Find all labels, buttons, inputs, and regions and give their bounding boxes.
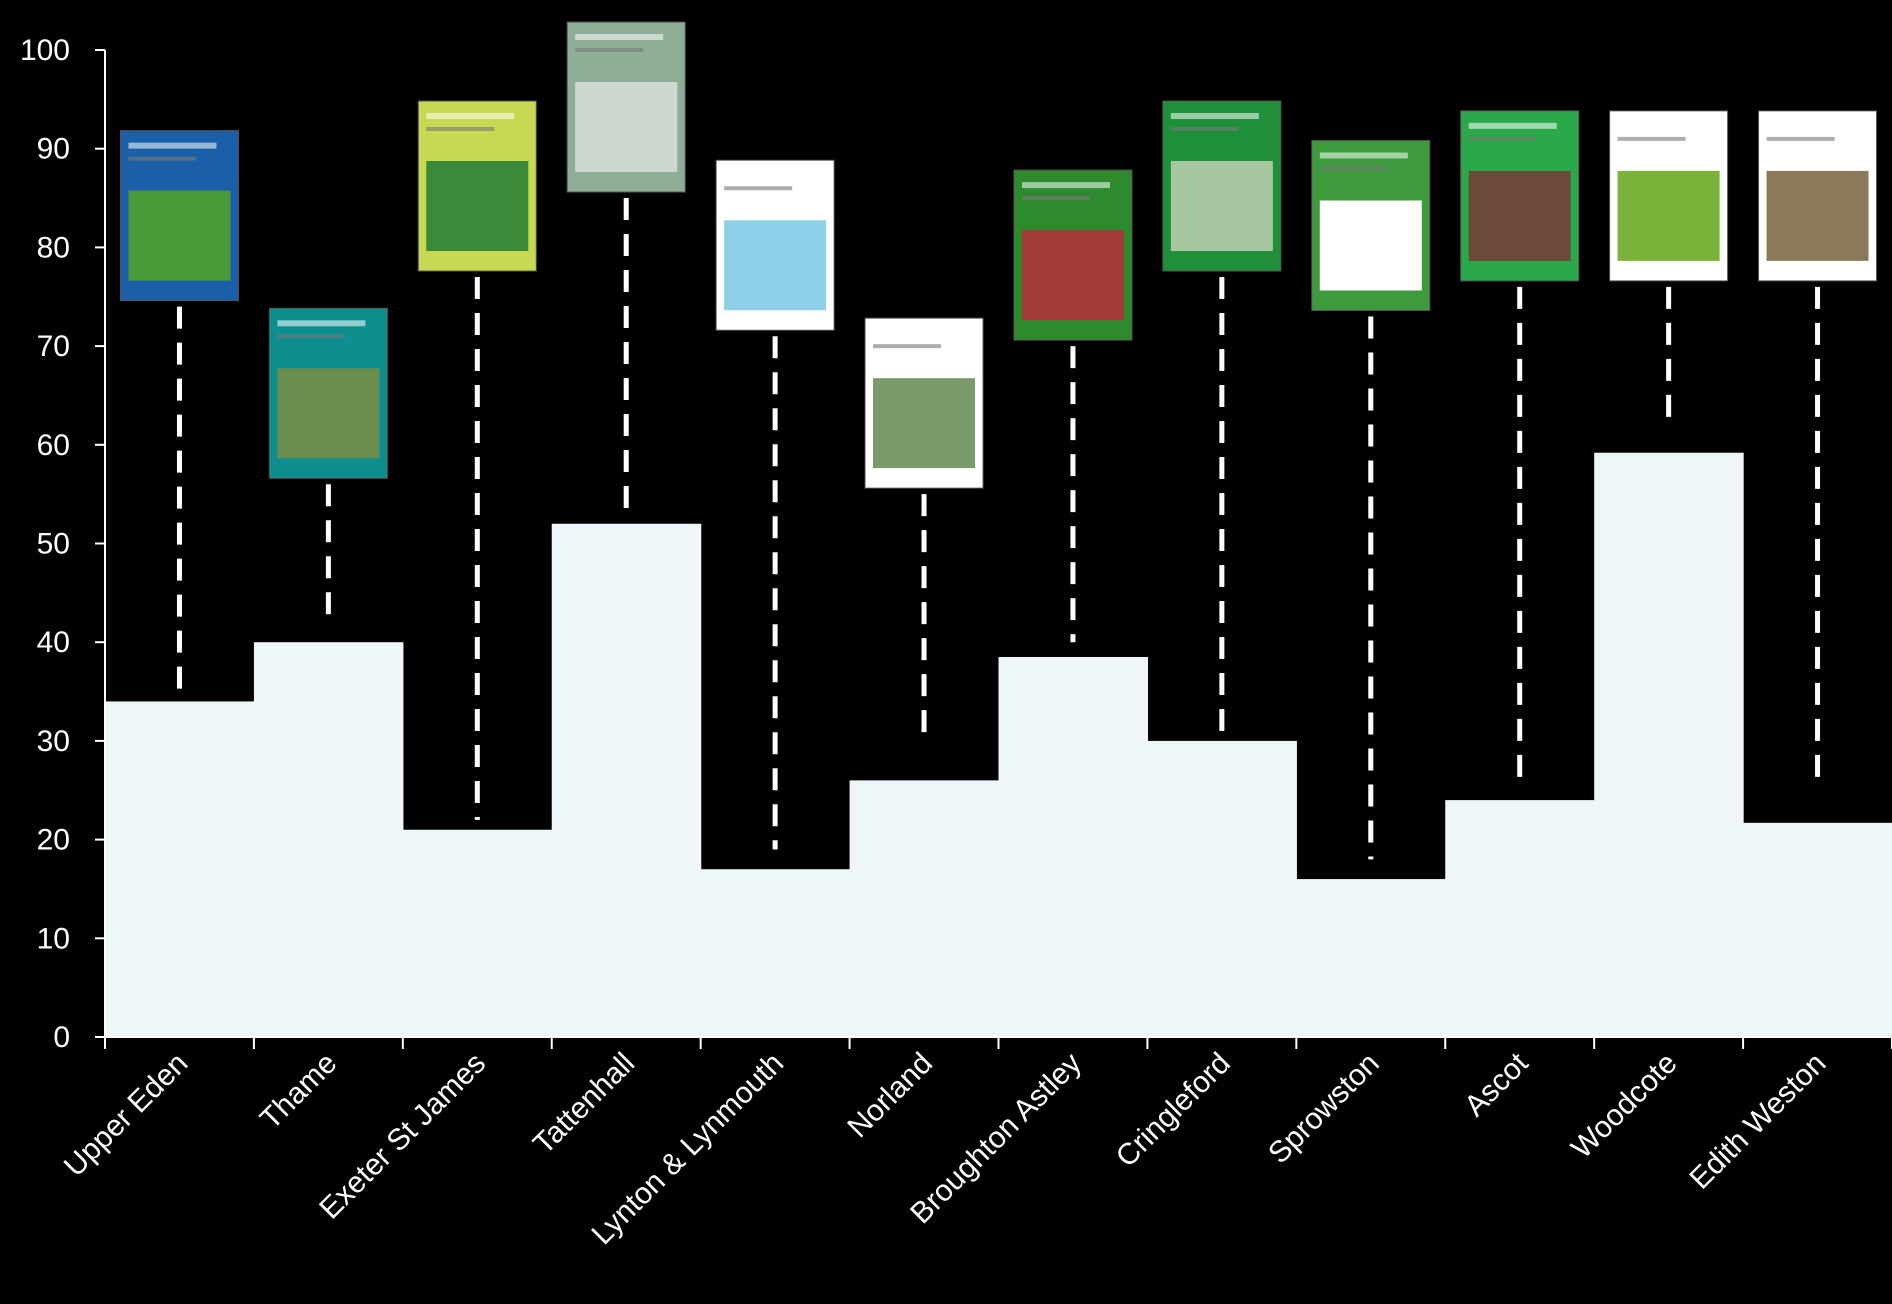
plan-cover [566, 21, 686, 193]
plan-cover-photo [128, 190, 231, 281]
plan-cover-photo [1170, 161, 1273, 252]
y-tick-label: 70 [37, 330, 70, 363]
y-tick-label: 0 [53, 1021, 70, 1054]
plan-cover [715, 159, 835, 331]
plan-cover [1311, 139, 1431, 311]
plan-cover-title-bar [128, 142, 217, 149]
plan-cover [1013, 169, 1133, 341]
plan-cover-photo [1468, 170, 1571, 261]
plan-cover [1460, 110, 1580, 282]
plan-cover-subtitle-bar [1617, 136, 1686, 141]
y-tick-label: 20 [37, 824, 70, 857]
plan-cover-title-bar [575, 34, 664, 41]
area-step [849, 780, 1000, 1037]
area-step [1296, 879, 1446, 1037]
plan-cover-subtitle-bar [1021, 196, 1090, 201]
pointer-lines [176, 198, 1821, 860]
plan-cover-title-bar [426, 113, 515, 120]
plan-cover-photo [1319, 200, 1422, 291]
area-step [1445, 800, 1595, 1037]
y-tick-label: 80 [37, 231, 70, 264]
plan-cover-subtitle-bar [873, 344, 942, 349]
plan-cover [1758, 110, 1878, 282]
plan-cover-title-bar [1170, 113, 1259, 120]
plan-cover-photo [426, 161, 529, 252]
plan-cover-subtitle-bar [426, 127, 495, 132]
area-step [998, 657, 1149, 1037]
area-step [551, 523, 702, 1037]
plot-area [105, 452, 1892, 1037]
area-step [700, 869, 851, 1037]
plan-covers [119, 21, 1878, 489]
plan-cover-title-bar [1021, 182, 1110, 189]
y-tick-label: 100 [20, 34, 70, 67]
area-step [402, 829, 553, 1037]
area-step [1743, 822, 1892, 1037]
plan-cover-title-bar [1766, 122, 1855, 129]
plan-cover-title-bar [724, 172, 813, 179]
plan-cover-photo [277, 368, 380, 459]
plan-cover-title-bar [277, 320, 366, 327]
plan-cover-subtitle-bar [1170, 127, 1239, 132]
y-tick-label: 90 [37, 133, 70, 166]
y-tick-label: 10 [37, 922, 70, 955]
plan-cover-subtitle-bar [1468, 136, 1537, 141]
plan-cover-title-bar [1319, 152, 1408, 159]
area-step [1147, 740, 1297, 1037]
plan-cover-title-bar [1617, 122, 1706, 129]
plan-cover [864, 317, 984, 489]
plan-cover [268, 307, 388, 479]
plan-cover-title-bar [1468, 122, 1557, 129]
plan-cover-subtitle-bar [575, 48, 644, 53]
area-step [1594, 452, 1744, 1037]
plan-cover-photo [1021, 230, 1124, 321]
area-step [253, 642, 404, 1037]
y-tick-label: 30 [37, 725, 70, 758]
plan-cover-subtitle-bar [1319, 166, 1388, 171]
plan-cover-photo [1617, 170, 1720, 261]
plan-cover-subtitle-bar [277, 334, 346, 339]
plan-cover-subtitle-bar [128, 156, 197, 161]
plan-cover [1609, 110, 1729, 282]
plan-cover-photo [724, 220, 827, 311]
plan-cover [119, 130, 239, 302]
plan-cover [1162, 100, 1282, 272]
plan-cover-photo [575, 82, 678, 173]
y-tick-label: 40 [37, 626, 70, 659]
plan-cover-photo [1766, 170, 1869, 261]
plan-cover-photo [873, 378, 976, 469]
plan-cover [417, 100, 537, 272]
plan-cover-title-bar [873, 330, 962, 337]
plan-cover-subtitle-bar [1766, 136, 1835, 141]
area-step [105, 701, 255, 1037]
y-tick-label: 50 [37, 528, 70, 561]
plan-cover-subtitle-bar [724, 186, 793, 191]
y-tick-label: 60 [37, 429, 70, 462]
